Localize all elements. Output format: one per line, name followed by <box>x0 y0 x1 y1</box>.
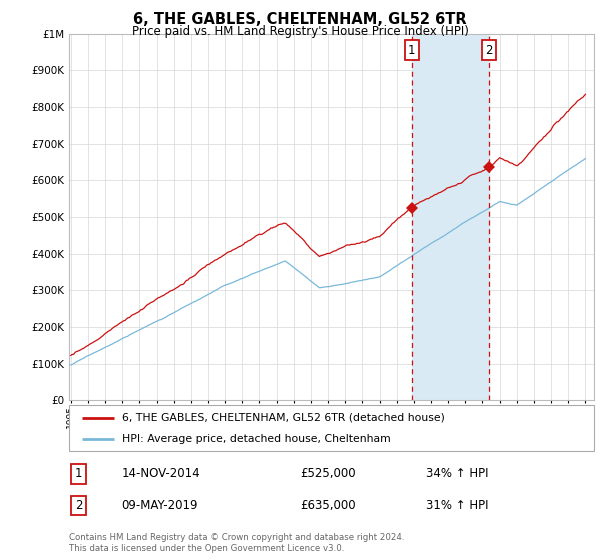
Text: 6, THE GABLES, CHELTENHAM, GL52 6TR: 6, THE GABLES, CHELTENHAM, GL52 6TR <box>133 12 467 27</box>
Text: 14-NOV-2014: 14-NOV-2014 <box>121 468 200 480</box>
Text: 34% ↑ HPI: 34% ↑ HPI <box>426 468 488 480</box>
Text: £525,000: £525,000 <box>300 468 356 480</box>
Text: £635,000: £635,000 <box>300 499 356 512</box>
Text: 2: 2 <box>485 44 493 57</box>
Text: 31% ↑ HPI: 31% ↑ HPI <box>426 499 488 512</box>
FancyBboxPatch shape <box>69 405 594 451</box>
Text: 09-MAY-2019: 09-MAY-2019 <box>121 499 198 512</box>
Text: 1: 1 <box>75 468 82 480</box>
Text: 1: 1 <box>408 44 415 57</box>
Text: 6, THE GABLES, CHELTENHAM, GL52 6TR (detached house): 6, THE GABLES, CHELTENHAM, GL52 6TR (det… <box>121 413 445 423</box>
Bar <box>412 34 488 400</box>
Text: HPI: Average price, detached house, Cheltenham: HPI: Average price, detached house, Chel… <box>121 435 390 444</box>
Text: Price paid vs. HM Land Registry's House Price Index (HPI): Price paid vs. HM Land Registry's House … <box>131 25 469 38</box>
Text: 2: 2 <box>75 499 82 512</box>
Text: Contains HM Land Registry data © Crown copyright and database right 2024.
This d: Contains HM Land Registry data © Crown c… <box>69 533 404 553</box>
